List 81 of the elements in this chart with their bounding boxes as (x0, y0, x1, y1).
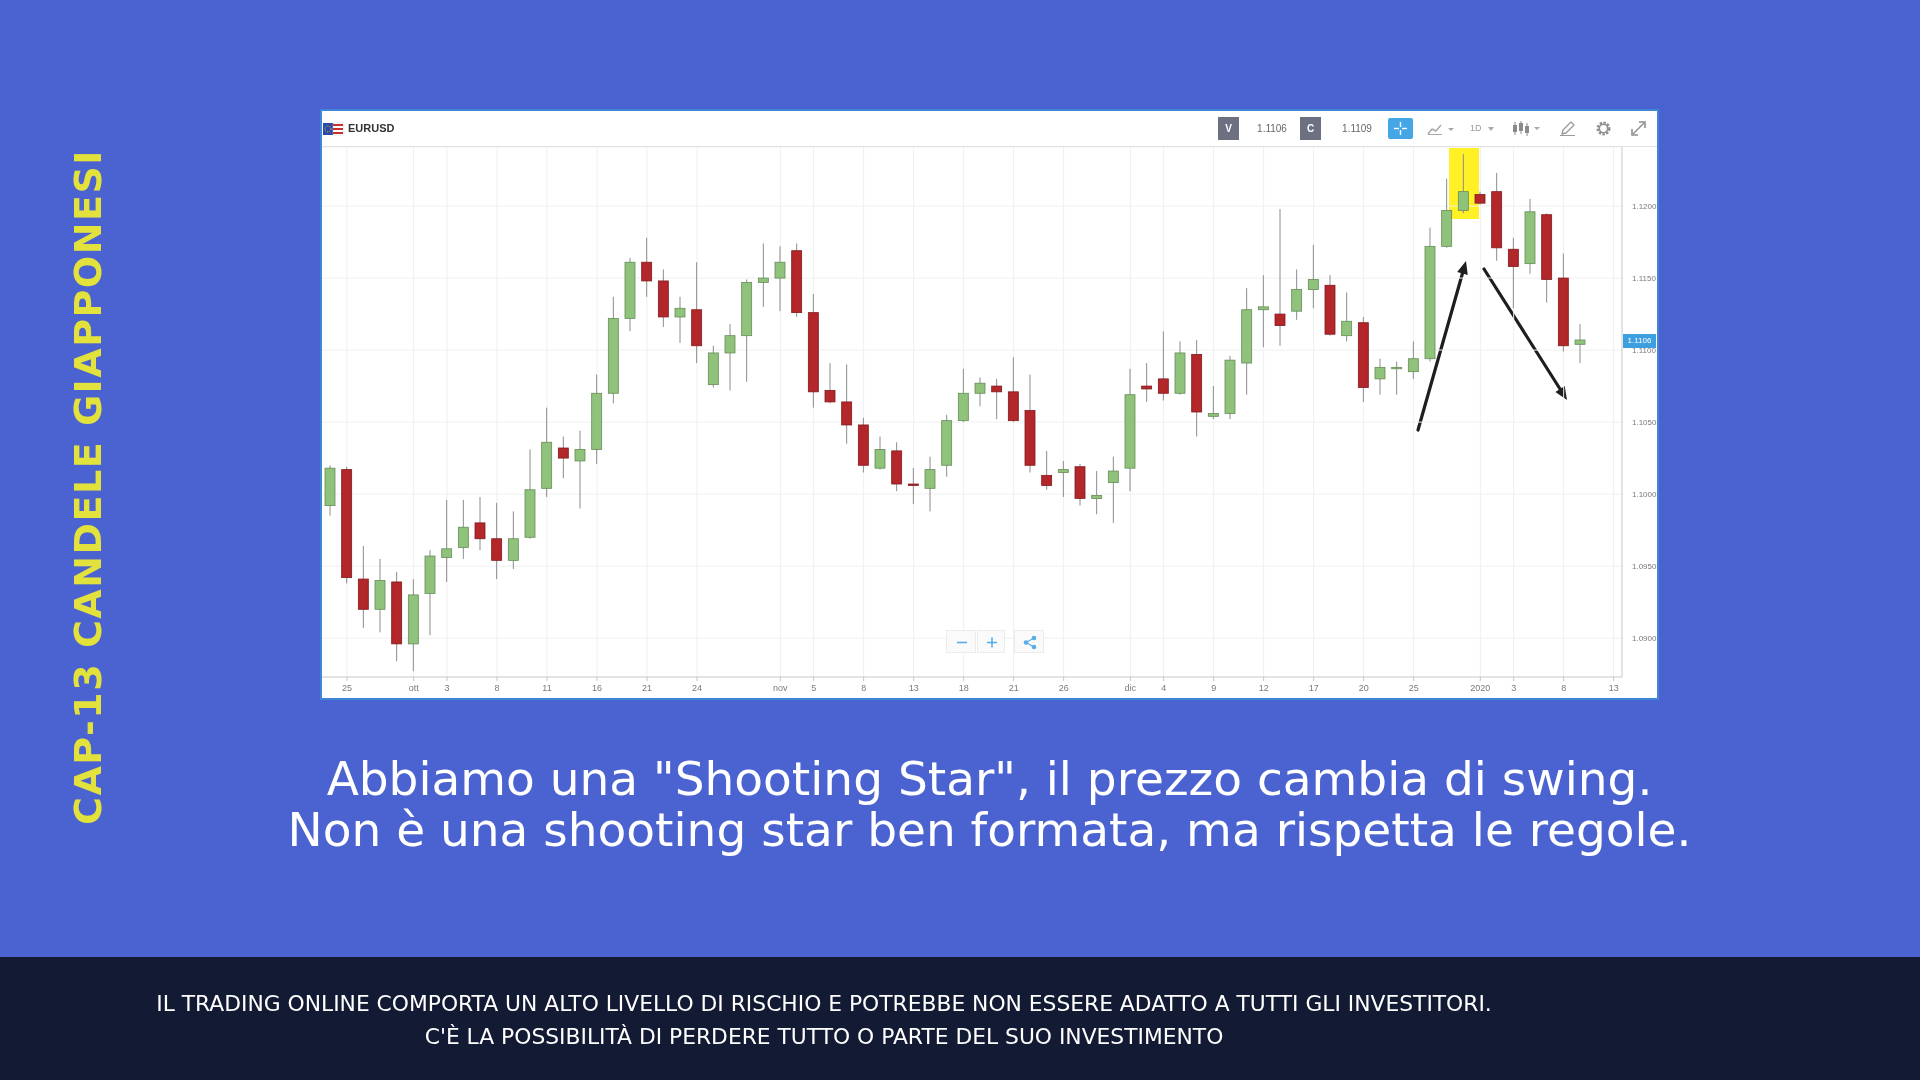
candlestick (757, 242, 769, 308)
text: 1.1109 (1341, 122, 1373, 135)
x-tick-label: 13 (908, 683, 919, 693)
candlestick (1257, 274, 1269, 348)
candlestick (1041, 450, 1053, 491)
candlestick (924, 456, 936, 512)
x-tick-label: ott (408, 683, 420, 693)
x-tick-label: 3 (1511, 683, 1517, 693)
candlestick (824, 362, 836, 404)
candlestick (991, 378, 1003, 420)
candlestick (1307, 244, 1319, 309)
text: C (1300, 117, 1321, 140)
candlestick (507, 510, 519, 570)
candlestick (474, 496, 486, 551)
candlestick (674, 296, 686, 344)
x-tick-label: 4 (1161, 683, 1167, 693)
chart-title: EURUSD (348, 122, 395, 135)
x-tick-label: 12 (1258, 683, 1269, 693)
y-tick-label: 1.1000 (1632, 489, 1658, 499)
x-tick-label: 21 (641, 683, 653, 693)
x-tick-label: 18 (958, 683, 969, 693)
candlestick (1141, 362, 1153, 403)
text: 1D (1470, 122, 1482, 135)
candlestick (1057, 460, 1069, 498)
text: Abbiamo una "Shooting Star", il prezzo cambia di swing. (325, 751, 1654, 806)
candlestick (1341, 291, 1353, 342)
y-tick-label: 1.0950 (1632, 561, 1658, 571)
candlestick (1291, 268, 1303, 321)
candlestick (1091, 470, 1103, 515)
x-tick-label: nov (773, 683, 789, 693)
x-tick-label: 8 (494, 683, 500, 693)
x-tick-label: 25 (1408, 683, 1419, 693)
y-tick-label: 1.0900 (1632, 633, 1658, 643)
text: C'È LA POSSIBILITÀ DI PERDERE TUTTO O PARTE DEL SUO INVESTIMENTO (423, 1023, 1225, 1051)
text: CAP-13 CANDELE GIAPPONESI (66, 149, 110, 825)
candlestick (1157, 330, 1169, 401)
candlestick (1107, 456, 1119, 524)
candlestick (774, 245, 786, 312)
x-tick-label: 11 (542, 683, 552, 693)
candlestick (1391, 361, 1403, 396)
x-tick-label: 8 (861, 683, 867, 693)
x-tick-label: 20 (1358, 683, 1369, 693)
candlestick (1457, 153, 1469, 214)
candlestick (974, 376, 986, 407)
x-tick-label: 3 (444, 683, 450, 693)
x-tick-label: dic (1124, 683, 1137, 693)
x-tick-label: 25 (341, 683, 353, 693)
y-tick-label: 1.1100 (1632, 345, 1657, 355)
x-tick-label: 21 (1008, 683, 1019, 693)
text: V (1218, 117, 1239, 140)
candlestick (457, 499, 469, 560)
candlestick (1507, 237, 1519, 309)
candlestick (574, 430, 586, 509)
x-tick-label: 17 (1308, 683, 1319, 693)
x-tick-label: 8 (1561, 683, 1567, 693)
x-tick-label: 26 (1058, 683, 1069, 693)
y-tick-label: 1.1150 (1632, 273, 1657, 283)
candlestick (1207, 385, 1219, 420)
x-tick-label: 2020 (1470, 683, 1491, 693)
x-tick-label: 13 (1608, 683, 1619, 693)
candlestick (1374, 358, 1386, 396)
candlestick (641, 237, 653, 298)
candlestick (1274, 208, 1286, 347)
text: IL TRADING ONLINE COMPORTA UN ALTO LIVELLO DI RISCHIO E POTREBBE NON ESSERE ADATTO A TUTTI GLI INVESTITORI. (155, 990, 1493, 1018)
candlestick (724, 323, 736, 391)
x-tick-label: 16 (591, 683, 603, 693)
text: 1.1106 (1256, 122, 1288, 135)
x-tick-label: 5 (811, 683, 817, 693)
candlestick (841, 363, 853, 445)
y-tick-label: 1.1050 (1632, 417, 1658, 427)
x-tick-label: 24 (691, 683, 703, 693)
candlestick (1574, 323, 1586, 364)
x-tick-label: 9 (1211, 683, 1217, 693)
candlestick (557, 435, 569, 479)
candlestick (441, 499, 453, 583)
candlestick (491, 502, 503, 580)
candlestick (1407, 340, 1419, 380)
annotation: 1.1106 (1627, 336, 1652, 346)
candlestick (907, 467, 919, 505)
y-tick-label: 1.1200 (1632, 201, 1658, 211)
candlestick (874, 435, 886, 471)
